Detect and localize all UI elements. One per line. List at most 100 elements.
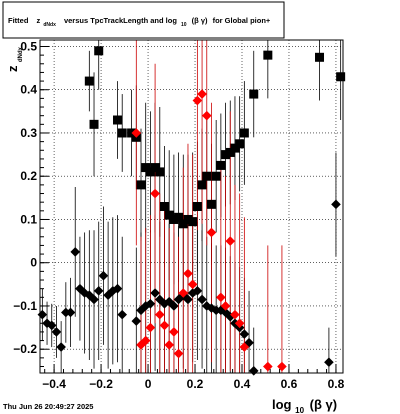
diamond-marker [183,294,193,305]
square-marker [230,143,240,153]
y-tick-label: 0.1 [20,212,37,226]
red-diamond-marker [145,322,156,333]
grid-lines [40,40,343,373]
y-tick-label: −0.1 [13,299,37,313]
square-marker [155,167,165,177]
square-marker [174,212,184,222]
diamond-marker [225,311,236,322]
title-suffix: for Global pion+ [213,16,271,25]
x-tick-label: −0.4 [42,377,66,391]
square-marker [206,199,216,209]
diamond-marker [145,299,156,309]
diamond-marker [131,316,142,326]
diamond-marker [201,301,212,311]
red-diamond-marker [201,110,212,121]
diamond-marker [239,329,250,339]
red-diamond-marker [173,348,184,359]
diamond-marker [248,366,259,376]
square-marker [235,139,245,149]
square-marker [145,167,155,177]
plot-frame [39,39,344,374]
diamond-marker [197,294,207,305]
red-diamond-marker [206,227,217,238]
diamond-marker [56,342,66,352]
x-tick-label: 0.8 [328,377,345,391]
x-tick-label: 0.2 [187,377,204,391]
red-diamond-marker [136,340,146,350]
chart-title: Fitted z dNdx versus TpcTrackLength and … [8,16,271,28]
diamond-marker [65,307,76,318]
red-diamond-marker [150,188,160,199]
red-diamond-marker [225,236,236,246]
y-axis-label: z dNdx [5,46,24,72]
diamond-marker [112,283,123,294]
y-tick-label: 0.2 [20,169,37,183]
diamond-marker [51,327,62,337]
diamond-marker [46,320,57,331]
y-axis-label-sub: dNdx [18,46,24,62]
diamond-marker [324,357,334,367]
diamond-marker [98,270,109,281]
x-axis-label: log 10 (β γ) [272,397,337,414]
diamond-marker [93,286,104,296]
x-tick-label: 0.4 [234,377,251,391]
red-diamond-marker [192,95,203,106]
title-middle: versus TpcTrackLength and log [64,16,177,25]
diamond-marker [154,294,165,305]
red-diamond-marker [263,361,273,372]
red-diamond-marker [230,309,240,320]
red-diamond-marker [140,335,151,346]
red-diamond-marker [234,318,245,329]
square-marker [159,202,169,211]
red-diamond-marker [131,128,142,138]
square-marker [164,210,174,220]
red-diamond-marker [220,301,231,311]
diamond-marker [75,283,85,294]
x-tick-label: −0.2 [89,377,113,391]
square-marker [216,160,226,170]
square-marker [315,52,325,62]
diamond-marker [192,286,203,296]
square-marker [188,217,198,227]
square-marker [202,171,212,181]
diamond-marker [187,288,198,298]
red-diamond-marker [277,361,287,372]
square-marker [197,180,207,190]
square-marker [84,76,94,86]
x-axis-label-main: log [272,397,292,412]
square-marker [94,46,104,56]
square-marker [136,180,146,190]
red-diamond-marker [169,327,179,337]
diamond-marker [150,288,160,298]
red-diamond-marker [197,89,207,99]
diamond-marker [103,290,113,300]
diamond-marker [164,296,174,307]
y-tick-label: 0.3 [20,126,37,140]
data-markers [37,46,346,376]
square-marker [239,128,249,138]
square-marker [117,128,127,138]
square-marker [141,163,151,173]
y-tick-label: −0.2 [13,342,37,356]
diamond-marker [140,301,151,311]
y-tick-label: 0.4 [20,83,37,97]
x-tick-label: 0 [145,377,152,391]
red-diamond-marker [187,279,198,290]
square-marker [169,214,179,224]
y-axis-label-main: z [5,65,20,72]
title-z-symbol: z [37,16,41,25]
red-diamond-marker [183,268,193,279]
x-axis-label-sub: 10 [295,406,304,414]
diamond-marker [216,305,226,316]
title-prefix: Fitted [8,16,29,25]
square-marker [221,150,231,160]
diamond-marker [79,288,90,298]
y-tick-label: 0 [30,256,37,270]
square-marker [113,115,123,125]
diamond-marker [89,294,99,305]
title-box: Fitted z dNdx versus TpcTrackLength and … [2,1,285,39]
title-beta-gamma: (β γ) [192,16,208,25]
square-marker [225,147,235,157]
red-diamond-marker [159,320,170,331]
